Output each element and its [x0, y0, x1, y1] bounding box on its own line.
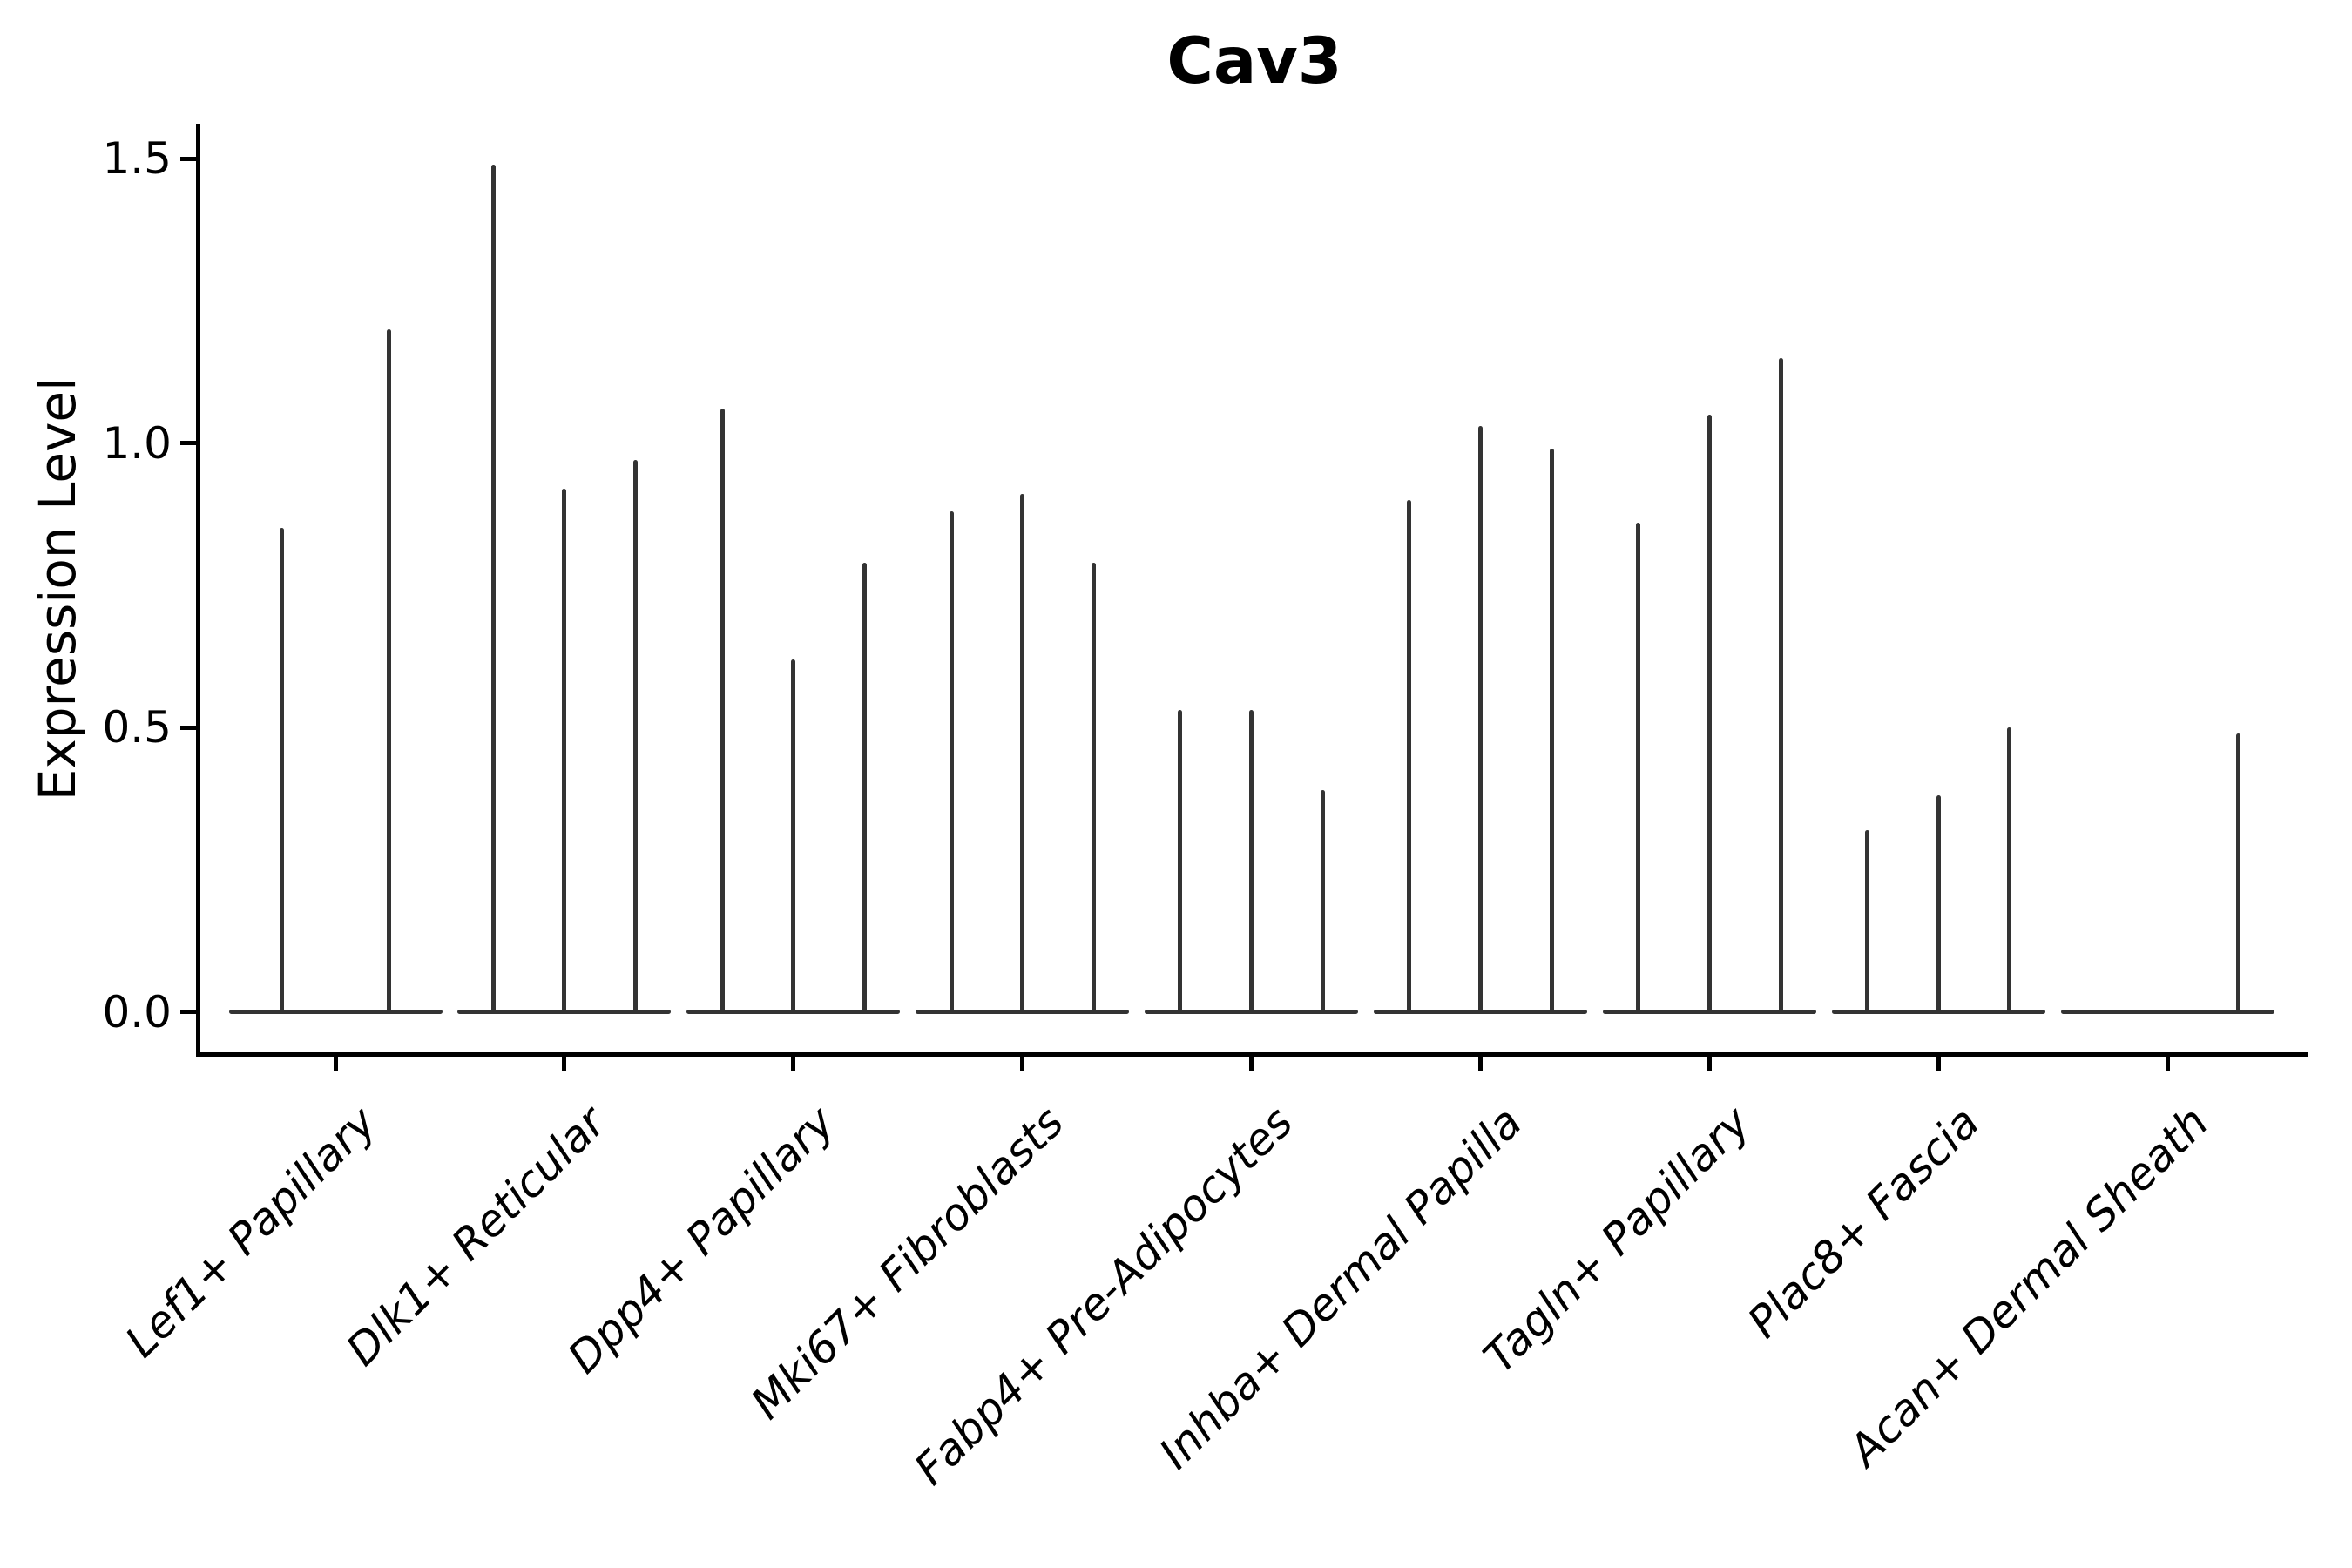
- violin-spike: [1549, 449, 1554, 1014]
- x-tick-mark: [791, 1056, 796, 1071]
- x-tick-mark: [1478, 1056, 1483, 1071]
- y-tick-label: 1.0: [102, 417, 172, 469]
- violin-spike: [791, 659, 796, 1014]
- violin-spike: [2236, 733, 2241, 1014]
- x-tick-label: Dlk1+ Reticular: [336, 1097, 616, 1375]
- violin-spike: [2007, 727, 2012, 1014]
- violin-spike: [720, 409, 725, 1014]
- x-axis-spine: [196, 1051, 2308, 1057]
- violin-spike: [1407, 499, 1412, 1014]
- x-tick-mark: [562, 1056, 567, 1071]
- violin-spike: [1020, 494, 1025, 1014]
- violin-spike: [490, 164, 496, 1014]
- violin-spike: [1091, 562, 1096, 1014]
- x-tick-label: Fabp4+ Pre-Adipocytes: [904, 1097, 1302, 1495]
- violin-baseline: [2060, 1010, 2274, 1014]
- violin-spike: [1936, 795, 1941, 1014]
- y-tick-label: 0.5: [102, 702, 172, 753]
- y-tick-mark: [179, 441, 196, 445]
- violin-spike: [386, 328, 391, 1014]
- violin-spike: [280, 528, 285, 1014]
- violin-spike: [633, 460, 639, 1014]
- x-tick-mark: [1249, 1056, 1254, 1071]
- y-tick-mark: [179, 156, 196, 161]
- violin-spike: [1865, 829, 1870, 1014]
- violin-spike: [1778, 357, 1783, 1014]
- x-tick-mark: [1707, 1056, 1712, 1071]
- violin-spike: [1249, 710, 1254, 1014]
- y-tick-label: 0.0: [102, 986, 172, 1037]
- x-tick-label: Lef1+ Papillary: [115, 1097, 387, 1368]
- violin-baseline: [228, 1010, 443, 1014]
- y-tick-label: 1.5: [102, 133, 172, 184]
- chart-title: Cav3: [1166, 24, 1342, 98]
- violin-spike: [562, 488, 567, 1014]
- x-tick-label: Plac8+ Fascia: [1738, 1097, 1990, 1348]
- violin-spike: [1636, 522, 1641, 1014]
- violin-spike: [1178, 710, 1183, 1014]
- x-tick-mark: [2165, 1056, 2170, 1071]
- violin-spike: [949, 510, 954, 1014]
- x-tick-mark: [1020, 1056, 1025, 1071]
- y-tick-mark: [179, 725, 196, 730]
- y-tick-mark: [179, 1010, 196, 1014]
- violin-spike: [1707, 414, 1712, 1014]
- violin-spike: [1478, 425, 1483, 1014]
- violin-spike: [1320, 789, 1325, 1014]
- y-axis-spine: [195, 124, 200, 1057]
- x-tick-mark: [333, 1056, 338, 1071]
- x-tick-mark: [1936, 1056, 1941, 1071]
- violin-spike: [862, 562, 867, 1014]
